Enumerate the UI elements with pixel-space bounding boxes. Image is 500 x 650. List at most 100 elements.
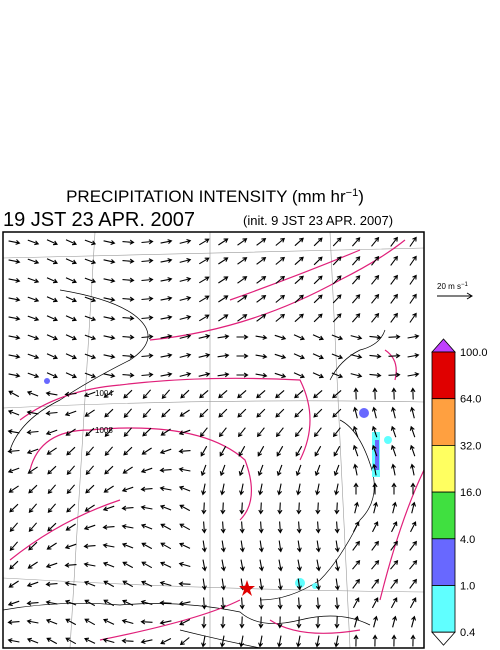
wind-arrow	[409, 274, 417, 285]
wind-arrow	[84, 258, 97, 265]
wind-arrow	[312, 353, 324, 360]
wind-arrow	[66, 446, 76, 456]
wind-arrow	[312, 372, 324, 379]
wind-arrow	[217, 353, 230, 359]
wind-arrow	[372, 387, 378, 400]
wind-arrow	[104, 446, 114, 457]
wind-arrow	[352, 444, 359, 457]
wind-arrow	[46, 296, 58, 303]
wind-arrow	[65, 618, 77, 626]
wind-arrow	[26, 448, 39, 455]
wind-arrow	[390, 444, 397, 457]
wind-arrow	[26, 429, 39, 435]
wind-arrow	[83, 562, 96, 568]
wind-arrow	[331, 334, 344, 341]
wind-arrow	[390, 312, 398, 323]
coastline-west	[9, 289, 149, 451]
wind-arrow	[351, 237, 361, 247]
wind-arrow	[407, 372, 420, 378]
wind-arrow	[276, 445, 284, 457]
wind-arrow	[122, 580, 134, 588]
wind-arrow	[26, 410, 39, 416]
wind-arrow	[103, 316, 116, 322]
wind-arrow	[103, 390, 114, 398]
wind-arrow	[8, 580, 19, 588]
wind-arrow	[9, 560, 19, 570]
wind-arrow	[277, 616, 283, 629]
wind-arrow	[122, 315, 135, 321]
coastline	[2, 289, 386, 649]
wind-arrow	[45, 562, 58, 569]
colorbar-segment	[431, 538, 456, 586]
wind-arrow	[294, 313, 304, 323]
wind-arrow	[350, 354, 363, 360]
wind-arrow	[8, 315, 21, 321]
wind-arrow	[140, 505, 153, 511]
wind-arrow	[179, 276, 192, 282]
wind-arrow	[354, 615, 360, 628]
wind-arrow	[372, 482, 378, 495]
wind-arrow	[331, 372, 344, 379]
wind-arrow	[294, 256, 304, 266]
wind-arrow	[334, 521, 340, 534]
wind-arrow	[315, 559, 321, 572]
wind-arrow	[8, 296, 21, 302]
wind-arrow	[239, 521, 245, 534]
wind-arrow	[390, 236, 398, 247]
wind-arrow	[198, 352, 211, 358]
wind-arrow	[407, 334, 420, 340]
wind-arrow	[7, 467, 20, 474]
wind-arrow	[314, 464, 321, 477]
reference-vector-exponent: −1	[461, 282, 469, 288]
valid-time: 19 JST 23 APR. 2007	[3, 209, 195, 231]
wind-arrow	[258, 521, 264, 534]
wind-arrow	[410, 387, 416, 400]
wind-arrow	[258, 540, 264, 553]
wind-arrow	[371, 559, 380, 570]
wind-arrow	[372, 521, 379, 533]
map-frame	[2, 231, 425, 649]
wind-arrow	[332, 313, 342, 323]
wind-arrow	[201, 635, 207, 648]
wind-arrow	[199, 389, 209, 399]
wind-arrow	[218, 276, 229, 284]
wind-arrow	[218, 389, 228, 399]
wind-arrow	[199, 314, 210, 322]
wind-arrow	[27, 315, 40, 322]
wind-arrow	[66, 503, 76, 513]
wind-arrow	[236, 372, 249, 378]
wind-arrow	[220, 502, 226, 515]
wind-arrow	[392, 501, 398, 514]
wind-arrow	[258, 578, 264, 591]
rain-cell	[312, 583, 318, 589]
wind-arrow	[83, 524, 96, 531]
wind-arrow	[371, 540, 379, 551]
wind-arrow	[103, 335, 116, 341]
wind-arrow	[371, 236, 380, 247]
wind-arrow	[257, 445, 265, 457]
wind-arrow	[409, 255, 417, 266]
wind-arrow	[390, 425, 397, 438]
wind-arrow	[104, 465, 114, 475]
wind-arrow	[160, 353, 173, 359]
wind-arrow	[179, 238, 192, 244]
wind-arrow	[237, 257, 248, 265]
wind-arrow	[27, 277, 40, 284]
wind-arrow	[388, 372, 401, 378]
wind-arrow	[334, 559, 340, 572]
wind-arrow	[45, 600, 58, 606]
wind-arrow	[103, 599, 115, 607]
wind-arrow	[7, 448, 20, 454]
wind-arrow	[26, 390, 39, 397]
wind-arrow	[27, 239, 40, 246]
wind-arrow	[159, 467, 172, 473]
wind-arrow	[334, 635, 340, 648]
wind-arrow	[103, 259, 116, 265]
wind-arrow	[313, 427, 322, 438]
wind-arrow	[256, 295, 267, 303]
wind-arrow	[122, 466, 133, 474]
wind-arrow	[371, 597, 379, 609]
wind-arrow	[160, 428, 171, 436]
wind-arrow	[141, 258, 154, 264]
wind-arrow	[27, 466, 38, 474]
